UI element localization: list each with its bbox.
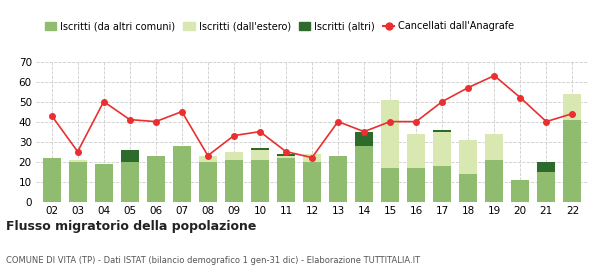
Bar (485, 134, 503, 160)
Text: COMUNE DI VITA (TP) - Dati ISTAT (bilancio demografico 1 gen-31 dic) - Elaborazi: COMUNE DI VITA (TP) - Dati ISTAT (bilanc… (6, 256, 420, 265)
Bar (459, 140, 478, 174)
Bar (173, 146, 191, 202)
Bar (43, 158, 61, 202)
Bar (407, 168, 425, 202)
Bar (277, 158, 295, 202)
Bar (303, 162, 321, 202)
Bar (381, 100, 399, 168)
Bar (303, 154, 321, 162)
Bar (329, 156, 347, 202)
Bar (433, 132, 451, 165)
Bar (68, 162, 87, 202)
Bar (225, 151, 243, 160)
Bar (199, 156, 217, 162)
Bar (511, 179, 529, 202)
Bar (277, 154, 295, 156)
Bar (537, 172, 556, 202)
Bar (121, 150, 139, 162)
Bar (433, 130, 451, 132)
Bar (485, 160, 503, 202)
Bar (95, 164, 113, 202)
Bar (563, 120, 581, 202)
Bar (459, 174, 478, 202)
Bar (277, 156, 295, 158)
Bar (355, 132, 373, 146)
Text: Flusso migratorio della popolazione: Flusso migratorio della popolazione (6, 220, 256, 233)
Bar (355, 146, 373, 202)
Bar (563, 94, 581, 120)
Bar (537, 162, 556, 172)
Bar (146, 156, 165, 202)
Bar (381, 168, 399, 202)
Bar (251, 148, 269, 150)
Bar (225, 160, 243, 202)
Bar (199, 162, 217, 202)
Bar (407, 134, 425, 168)
Bar (251, 150, 269, 160)
Bar (433, 165, 451, 202)
Bar (68, 160, 87, 162)
Legend: Iscritti (da altri comuni), Iscritti (dall'estero), Iscritti (altri), Cancellati: Iscritti (da altri comuni), Iscritti (da… (41, 17, 518, 35)
Bar (251, 160, 269, 202)
Bar (121, 162, 139, 202)
